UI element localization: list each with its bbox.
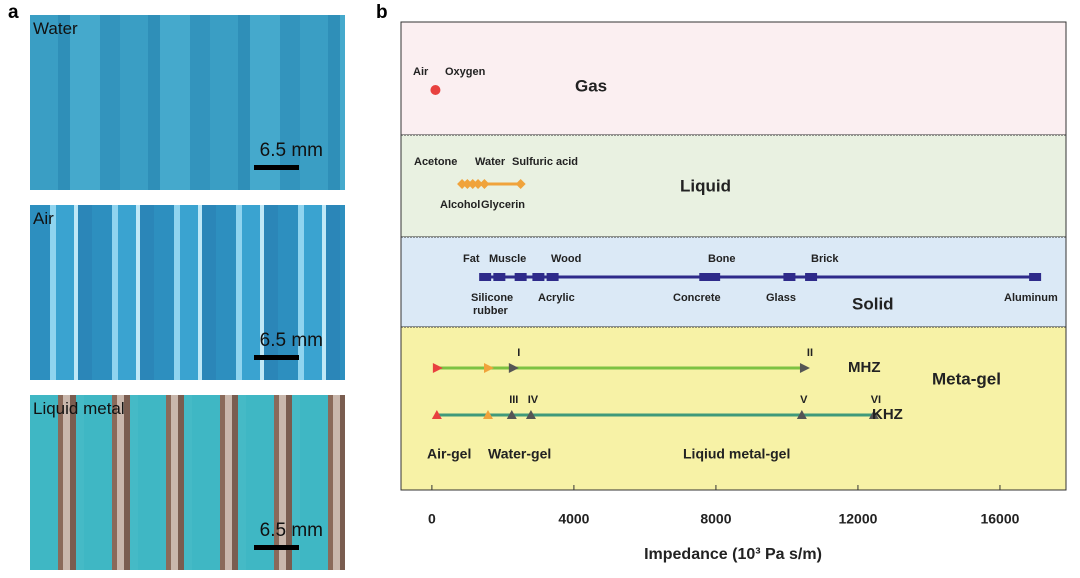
marker (805, 273, 818, 281)
series-name: MHZ (848, 359, 881, 376)
marker (473, 179, 484, 189)
panel-label: a (8, 2, 19, 23)
scale-bar (254, 545, 299, 550)
marker (506, 410, 517, 419)
marker (868, 410, 879, 419)
marker (514, 273, 527, 281)
band-name: Meta-gel (932, 369, 1001, 388)
material-label: Wood (551, 253, 581, 265)
marker (1029, 273, 1042, 281)
material-label: Alcohol (440, 199, 480, 211)
marker (699, 273, 712, 281)
plot-frame (400, 21, 1067, 491)
x-tick-label: 0 (428, 511, 436, 527)
marker (467, 179, 478, 189)
band (400, 236, 1067, 328)
material-label: Brick (811, 253, 839, 265)
marker (482, 410, 493, 419)
marker (431, 410, 442, 419)
marker (430, 85, 441, 95)
gel-type: Liqiud metal-gel (683, 446, 790, 462)
x-tick-label: 4000 (558, 511, 589, 527)
photo-title: Liquid metal (33, 399, 125, 418)
band (400, 326, 1067, 491)
numeral: I (517, 347, 520, 359)
numeral: V (800, 394, 808, 406)
band-name: Liquid (680, 176, 731, 195)
scale-text: 6.5 mm (259, 520, 323, 541)
x-tick-label: 16000 (980, 511, 1019, 527)
photo-title: Water (33, 19, 78, 38)
series-name: KHZ (872, 406, 903, 423)
marker (462, 179, 473, 189)
panel-label: b (376, 2, 388, 23)
material-label: Oxygen (445, 66, 486, 78)
marker (457, 179, 468, 189)
marker (783, 273, 796, 281)
marker (525, 410, 536, 419)
marker (483, 363, 494, 373)
marker (532, 273, 545, 281)
material-label: Air (413, 66, 429, 78)
material-label: Sulfuric acid (512, 156, 578, 168)
marker (799, 363, 810, 373)
scale-text: 6.5 mm (259, 330, 323, 351)
marker (432, 363, 443, 373)
band (400, 134, 1067, 238)
marker (479, 273, 492, 281)
numeral: VI (871, 394, 881, 406)
material-label: Acetone (414, 156, 457, 168)
material-label: Acrylic (538, 292, 575, 304)
photo: Air 6.5 mm (30, 205, 345, 380)
scale-bar (254, 165, 299, 170)
photo: Water 6.5 mm (30, 15, 345, 190)
material-label: Water (475, 156, 506, 168)
material-label: Muscle (489, 253, 526, 265)
marker (708, 273, 721, 281)
material-label: Silicone (471, 292, 513, 304)
band-name: Gas (575, 76, 607, 95)
photo-title: Air (33, 209, 54, 228)
material-label: rubber (473, 305, 509, 317)
material-label: Glycerin (481, 199, 525, 211)
numeral: III (509, 394, 518, 406)
numeral: II (807, 347, 813, 359)
x-axis-label: Impedance (10³ Pa s/m) (644, 546, 822, 563)
scale-text: 6.5 mm (259, 140, 323, 161)
material-label: Fat (463, 253, 480, 265)
material-label: Bone (708, 253, 736, 265)
numeral: IV (528, 394, 539, 406)
marker (508, 363, 519, 373)
marker (796, 410, 807, 419)
gel-type: Water-gel (488, 446, 551, 462)
marker (515, 179, 526, 189)
band (400, 21, 1067, 136)
scale-bar (254, 355, 299, 360)
x-tick-label: 12000 (838, 511, 877, 527)
band-name: Solid (852, 294, 894, 313)
x-tick-label: 8000 (700, 511, 731, 527)
material-label: Glass (766, 292, 796, 304)
marker (546, 273, 559, 281)
gel-type: Air-gel (427, 446, 471, 462)
photo: Liquid metal 6.5 mm (30, 395, 345, 570)
material-label: Concrete (673, 292, 721, 304)
marker (493, 273, 506, 281)
marker (479, 179, 490, 189)
material-label: Aluminum (1004, 292, 1058, 304)
